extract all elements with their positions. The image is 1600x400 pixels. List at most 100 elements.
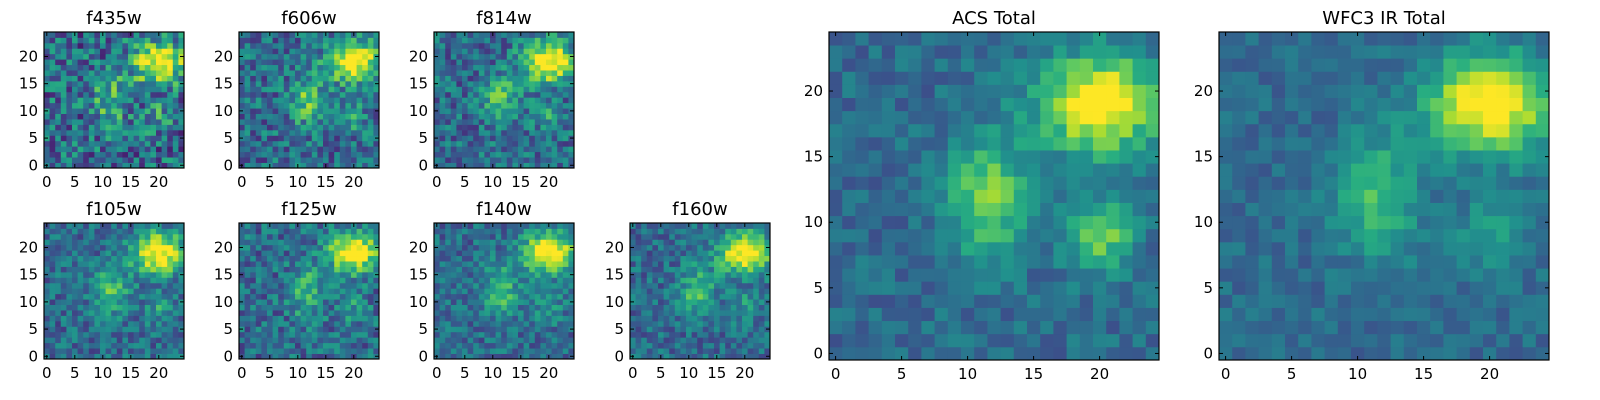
heatmap-cell xyxy=(351,119,357,125)
heatmap-cell xyxy=(551,244,558,251)
heatmap-cell xyxy=(167,348,174,354)
heatmap-cell xyxy=(506,48,513,55)
heatmap-cell xyxy=(116,80,123,87)
heatmap-cell xyxy=(328,353,335,360)
heatmap-cell xyxy=(434,91,440,98)
heatmap-cell xyxy=(467,80,474,87)
heatmap-cell xyxy=(55,320,62,327)
x-tick-label: 15 xyxy=(707,364,726,382)
heatmap-cell xyxy=(283,326,290,333)
heatmap-cell xyxy=(961,150,975,164)
heatmap-cell xyxy=(339,331,346,338)
heatmap-cell xyxy=(267,124,273,131)
heatmap-cell xyxy=(267,102,273,109)
heatmap-cell xyxy=(534,129,541,136)
heatmap-cell xyxy=(345,146,352,153)
heatmap-cell xyxy=(105,223,112,229)
heatmap-cell xyxy=(283,228,290,235)
heatmap-cell xyxy=(1132,176,1147,190)
heatmap-cell xyxy=(1145,163,1160,177)
heatmap-cell xyxy=(501,119,508,125)
heatmap-cell xyxy=(934,163,949,177)
heatmap-cell xyxy=(239,59,245,66)
heatmap-cell xyxy=(283,129,290,136)
heatmap-cell xyxy=(1093,202,1107,217)
heatmap-cell xyxy=(289,113,296,120)
heatmap-cell xyxy=(278,86,285,93)
heatmap-cell xyxy=(753,348,760,354)
heatmap-cell xyxy=(88,37,95,44)
heatmap-cell xyxy=(295,113,301,120)
heatmap-cell xyxy=(697,288,704,295)
heatmap-cell xyxy=(116,337,123,344)
heatmap-cell xyxy=(691,255,698,262)
heatmap-cell xyxy=(311,140,318,147)
heatmap-cell xyxy=(686,310,692,316)
heatmap-cell xyxy=(311,70,318,76)
heatmap-cell xyxy=(339,271,346,278)
heatmap-cell xyxy=(1145,215,1160,230)
heatmap-cell xyxy=(669,320,676,327)
heatmap-cell xyxy=(674,304,681,311)
heatmap-cell xyxy=(60,223,67,229)
heatmap-cell xyxy=(758,239,765,246)
heatmap-cell xyxy=(1119,163,1133,177)
heatmap-cell xyxy=(128,304,134,311)
heatmap-cell xyxy=(557,162,564,169)
heatmap-cell xyxy=(66,244,73,251)
heatmap-cell xyxy=(77,315,84,322)
heatmap-cell xyxy=(450,266,457,273)
heatmap-cell xyxy=(150,293,157,300)
heatmap-cell xyxy=(88,59,95,66)
heatmap-cell xyxy=(512,80,519,87)
heatmap-cell xyxy=(300,271,307,278)
heatmap-cell xyxy=(719,320,726,327)
heatmap-cell xyxy=(1119,241,1133,256)
heatmap-cell xyxy=(742,304,748,311)
heatmap-cell xyxy=(139,80,146,87)
heatmap-cell xyxy=(105,86,112,93)
heatmap-cell xyxy=(484,244,491,251)
heatmap-cell xyxy=(568,42,575,49)
heatmap-cell xyxy=(450,48,457,55)
heatmap-cell xyxy=(635,337,642,344)
heatmap-cell xyxy=(278,113,285,120)
heatmap-cell xyxy=(512,64,519,71)
heatmap-cell xyxy=(680,304,687,311)
heatmap-cell xyxy=(484,113,491,120)
heatmap-cell xyxy=(244,146,251,153)
heatmap-cell xyxy=(306,124,313,131)
heatmap-cell xyxy=(88,97,95,104)
heatmap-cell xyxy=(328,140,335,147)
heatmap-cell xyxy=(540,288,547,295)
heatmap-cell xyxy=(742,233,748,240)
heatmap-cell xyxy=(239,37,245,44)
heatmap-cell xyxy=(49,310,56,316)
heatmap-cell xyxy=(278,326,285,333)
heatmap-cell xyxy=(829,281,843,295)
heatmap-cell xyxy=(339,102,346,109)
heatmap-cell xyxy=(1013,294,1028,308)
heatmap-cell xyxy=(83,261,90,267)
heatmap-cell xyxy=(635,255,642,262)
heatmap-cell xyxy=(373,342,380,349)
heatmap-cell xyxy=(311,320,318,327)
heatmap-cell xyxy=(540,353,547,360)
heatmap-cell xyxy=(55,162,62,169)
heatmap-cell xyxy=(167,277,174,284)
heatmap-cell xyxy=(278,135,285,142)
heatmap-cell xyxy=(730,266,737,273)
heatmap-cell xyxy=(66,342,73,349)
heatmap-cell xyxy=(72,64,78,71)
heatmap-cell xyxy=(83,348,90,354)
heatmap-cell xyxy=(255,97,262,104)
heatmap-cell xyxy=(450,108,457,114)
heatmap-cell xyxy=(456,151,463,158)
heatmap-cell xyxy=(178,42,185,49)
heatmap-cell xyxy=(719,266,726,273)
heatmap-cell xyxy=(88,299,95,305)
heatmap-cell xyxy=(156,129,162,136)
heatmap-cell xyxy=(334,348,341,354)
heatmap-cell xyxy=(680,310,687,316)
heatmap-cell xyxy=(1145,320,1160,335)
